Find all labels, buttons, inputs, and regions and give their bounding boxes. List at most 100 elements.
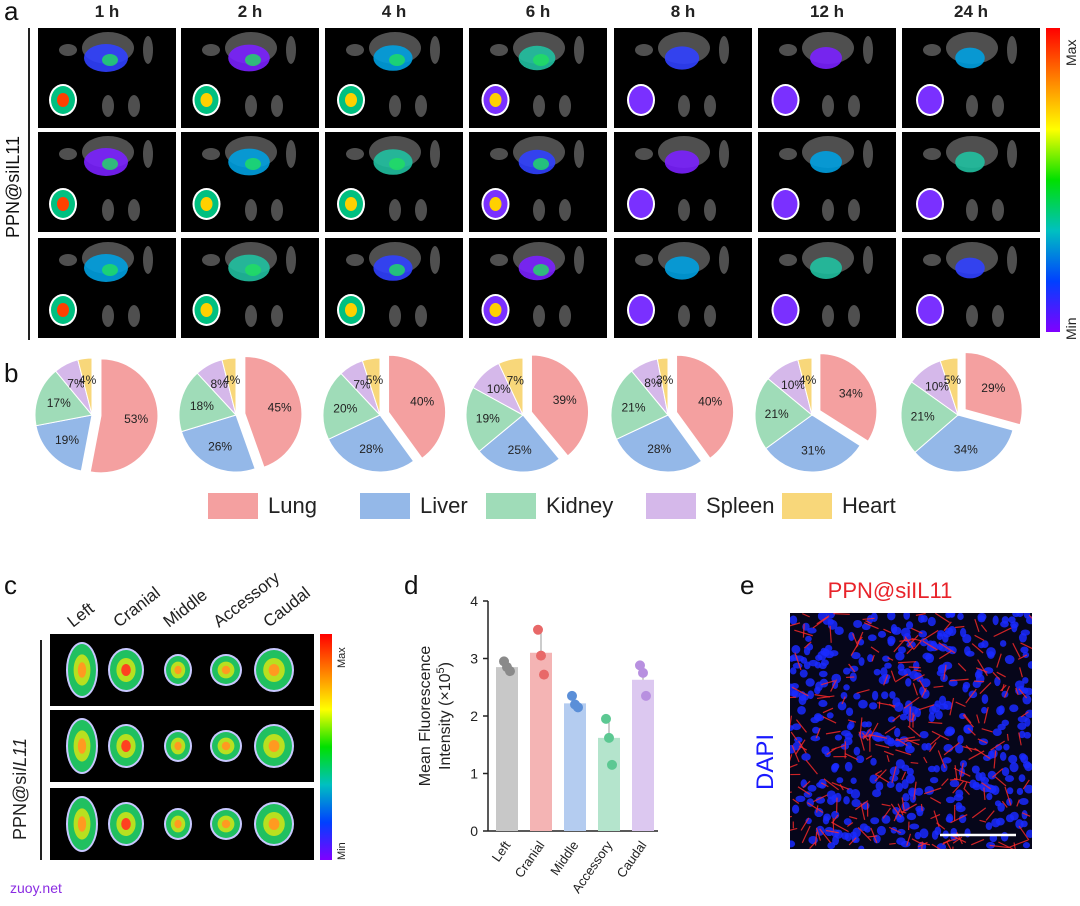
colorbar-c [320, 634, 332, 860]
panel-c-row-label: PPN@siIL11 [10, 738, 30, 840]
pie-label: 39% [553, 393, 577, 407]
pie-label: 4% [799, 373, 817, 387]
pie-6h: 39% 25% 19% 10%7% [465, 354, 589, 473]
bar [530, 652, 552, 831]
pie-label: 10% [925, 380, 949, 394]
pie-label: 4% [79, 373, 97, 387]
pie-slice [797, 357, 813, 416]
pie-label: 19% [55, 433, 79, 447]
y-tick-label: 1 [470, 766, 478, 782]
footer-watermark: zuoy.net [10, 880, 62, 896]
ivis-tile [614, 238, 752, 338]
pie-slice [615, 414, 703, 473]
timepoint-label: 4 h [381, 2, 407, 21]
pie-label: 21% [911, 410, 935, 424]
lobe-image-row [50, 710, 314, 782]
pie-slice [610, 370, 669, 440]
legend-label: Heart [842, 493, 896, 518]
row-bracket-c [40, 640, 42, 860]
data-point [604, 732, 614, 743]
y-tick-label: 3 [470, 651, 478, 667]
ivis-tile [325, 28, 463, 128]
panel-e-side-label: DAPI [752, 733, 779, 790]
pie-4h: 40% 28% 20% 7%5% [322, 354, 447, 473]
ivis-tile [902, 132, 1040, 232]
legend-swatch [208, 493, 258, 519]
pie-label: 17% [47, 396, 71, 410]
pie-slice [322, 372, 381, 440]
timepoint-label: 8 h [670, 2, 696, 21]
data-point [601, 713, 611, 724]
organ-legend: Lung Liver Kidney Spleen Heart [0, 493, 1080, 523]
colorbar-c-min: Min [336, 842, 348, 860]
lobe-label: Left [63, 598, 98, 632]
pie-label: 26% [208, 440, 232, 454]
pie-label: 10% [781, 378, 805, 392]
timepoint-label: 2 h [237, 2, 263, 21]
pie-label: 7% [67, 377, 85, 391]
pie-label: 3% [656, 373, 674, 387]
pie-slice [964, 352, 1023, 426]
data-point [539, 669, 549, 680]
pie-slice [465, 386, 524, 453]
lobe-label: Middle [159, 585, 211, 632]
ivis-tile [469, 132, 607, 232]
pie-label: 21% [765, 407, 789, 421]
bar [564, 703, 586, 831]
data-point [607, 759, 617, 770]
panel-d-letter: d [404, 570, 419, 600]
lobe-image-row [50, 788, 314, 860]
panel-e-title: PPN@siIL11 [827, 578, 953, 603]
pie-8h: 40% 28% 21% 8%3% [610, 354, 735, 473]
pie-slice [34, 370, 93, 427]
pie-label: 45% [268, 400, 292, 414]
ivis-tile [469, 238, 607, 338]
pie-24h: 29% 34% 21% 10%5% [900, 352, 1023, 473]
data-point [567, 690, 577, 701]
pie-label: 8% [644, 376, 662, 390]
ivis-tile [902, 28, 1040, 128]
pie-label: 29% [981, 381, 1005, 395]
legend-item: Spleen [646, 493, 775, 519]
pie-slice [77, 357, 93, 416]
pie-label: 34% [954, 442, 978, 456]
timepoint-label: 1 h [94, 2, 120, 21]
colorbar-a [1046, 28, 1060, 332]
pie-label: 34% [839, 387, 863, 401]
bar [496, 667, 518, 831]
pie-slice [361, 357, 381, 416]
legend-swatch [486, 493, 536, 519]
pie-slice [530, 354, 589, 457]
y-tick-label: 2 [470, 708, 478, 724]
ivis-tile [902, 238, 1040, 338]
pie-label: 28% [647, 442, 671, 456]
y-axis-label-line1: Mean Fluorescence [417, 646, 434, 787]
pie-12h: 34% 31% 21% 10%4% [754, 353, 878, 473]
pie-slice [178, 372, 237, 433]
pie-label: 53% [124, 412, 148, 426]
ivis-tile [758, 238, 896, 338]
pie-label: 8% [210, 377, 228, 391]
panel-a-row-label: PPN@siIL11 [3, 136, 23, 238]
y-tick-label: 4 [470, 593, 478, 609]
pie-label: 21% [621, 400, 645, 414]
panel-a-letter: a [4, 0, 19, 26]
legend-label: Kidney [546, 493, 614, 518]
ivis-tile [614, 132, 752, 232]
legend-item: Kidney [486, 493, 613, 519]
ivis-tile [469, 28, 607, 128]
pie-label: 4% [223, 373, 241, 387]
panel-e-letter: e [740, 570, 755, 600]
colorbar-c-max: Max [336, 647, 348, 668]
ivis-tile [181, 28, 319, 128]
colorbar-a-min: Min [1063, 317, 1079, 340]
y-axis-label-line2: Intensity (×105) [435, 662, 454, 770]
pie-label: 28% [359, 442, 383, 456]
legend-swatch [360, 493, 410, 519]
x-tick-label: Middle [547, 838, 581, 878]
pie-label: 31% [801, 443, 825, 457]
pie-slice [819, 353, 878, 442]
ivis-tile [38, 132, 176, 232]
legend-item: Liver [360, 493, 468, 519]
